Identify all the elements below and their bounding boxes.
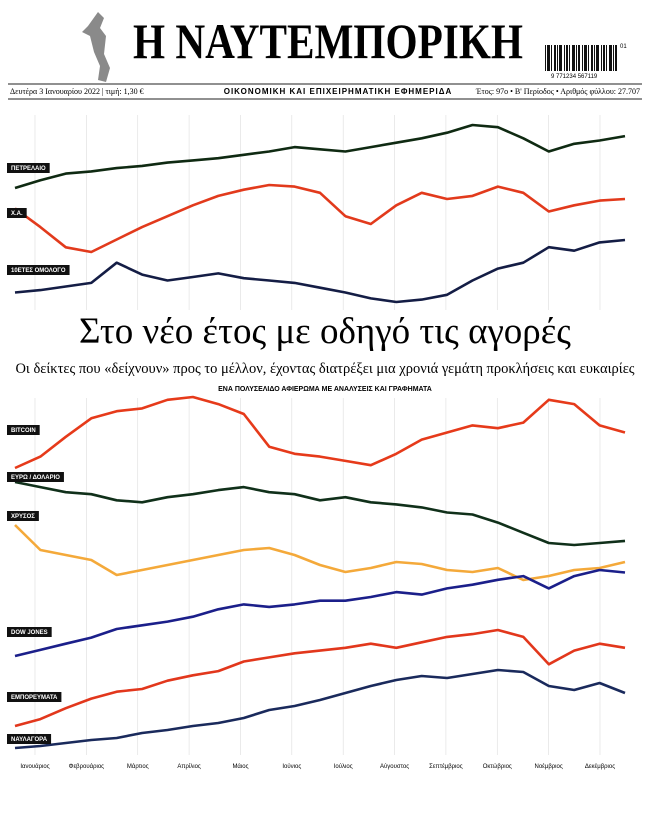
barcode-bar (578, 45, 580, 71)
label-box (7, 511, 39, 521)
barcode-bar (559, 45, 562, 71)
issue: Έτος: 97ο • Β' Περίοδος • Αριθμός φύλλου… (475, 87, 640, 96)
subtitle: Οι δείκτες που «δείχνουν» προς το μέλλον… (15, 361, 634, 377)
label-box (7, 425, 40, 435)
barcode-bar (591, 45, 593, 71)
barcode (545, 45, 617, 71)
month-label: Οκτώβριος (483, 764, 512, 770)
series-line (14, 183, 626, 254)
label-box (7, 163, 50, 173)
series-label: ΕΜΠΟΡΕΥΜΑΤΑ (11, 695, 58, 701)
tagline: ΟΙΚΟΝΟΜΙΚΗ ΚΑΙ ΕΠΙΧΕΙΡΗΜΑΤΙΚΗ ΕΦΗΜΕΡΙΔΑ (224, 87, 453, 96)
barcode-bar (594, 45, 595, 71)
barcode-bar (584, 45, 587, 71)
barcode-bar (588, 45, 589, 71)
barcode-bar (545, 45, 546, 71)
month-label: Αύγουστος (380, 764, 409, 770)
month-label: Φεβρουάριος (69, 763, 104, 770)
barcode-bar (596, 45, 599, 71)
series-line (14, 668, 626, 750)
series-line (14, 524, 626, 582)
barcode-bar (547, 45, 550, 71)
barcode-bar (557, 45, 558, 71)
headline: Στο νέο έτος με οδηγό τις αγορές (79, 311, 571, 352)
month-label: Μάρτιος (127, 763, 149, 770)
kicker: ΕΝΑ ΠΟΛΥΣΕΛΙΔΟ ΑΦΙΕΡΩΜΑ ΜΕ ΑΝΑΛΥΣΕΙΣ ΚΑΙ… (218, 386, 432, 393)
barcode-bar (572, 45, 575, 71)
barcode-issue: 01 (620, 44, 627, 50)
barcode-digits: 9 771234 567119 (551, 74, 598, 80)
series-line (14, 568, 626, 658)
barcode-bar (566, 45, 568, 71)
date-price: Δευτέρα 3 Ιανουαρίου 2022 | τιμή: 1,30 € (10, 87, 144, 96)
series-label: ΝΑΥΛΑΓΟΡΑ (11, 737, 48, 743)
barcode-bar (554, 45, 556, 71)
series-label: DOW JONES (11, 630, 48, 636)
series-line (14, 628, 626, 728)
barcode-bar (564, 45, 565, 71)
month-label: Μάιος (232, 763, 248, 770)
series-label: Χ.Α. (11, 211, 23, 217)
barcode-bar (606, 45, 607, 71)
barcode-bar (601, 45, 602, 71)
series-line (14, 123, 626, 190)
label-box (7, 265, 70, 275)
series-label: 10ΕΤΕΣ ΟΜΟΛΟΓΟ (11, 268, 66, 274)
series-line (14, 395, 626, 470)
series-line (14, 480, 626, 547)
barcode-bar (609, 45, 612, 71)
month-label: Ιανουάριος (20, 763, 49, 770)
month-label: Νοέμβριος (535, 763, 563, 770)
barcode-bar (576, 45, 577, 71)
label-box (7, 472, 64, 482)
month-label: Ιούλιος (334, 764, 353, 770)
month-label: Απρίλιος (177, 764, 201, 770)
month-label: Σεπτέμβριος (429, 763, 463, 770)
logo-figure (82, 12, 110, 82)
series-label: BITCOIN (11, 428, 36, 434)
series-label: ΠΕΤΡΕΛΑΙΟ (11, 166, 46, 172)
barcode-bar (615, 45, 617, 71)
barcode-bar (569, 45, 570, 71)
series-label: ΕΥΡΩ / ΔΟΛΑΡΙΟ (11, 475, 60, 481)
barcode-bar (603, 45, 605, 71)
series-line (14, 238, 626, 304)
label-box (7, 627, 52, 637)
label-box (7, 208, 27, 218)
barcode-bar (582, 45, 583, 71)
label-box (7, 692, 62, 702)
series-label: ΧΡΥΣΟΣ (11, 514, 35, 520)
barcode-bar (551, 45, 552, 71)
month-label: Δεκέμβριος (585, 763, 615, 770)
barcode-bar (613, 45, 614, 71)
label-box (7, 734, 52, 744)
month-label: Ιούνιος (282, 764, 301, 770)
masthead: Η ΝΑΥΤΕΜΠΟΡΙΚΗ (133, 13, 523, 69)
